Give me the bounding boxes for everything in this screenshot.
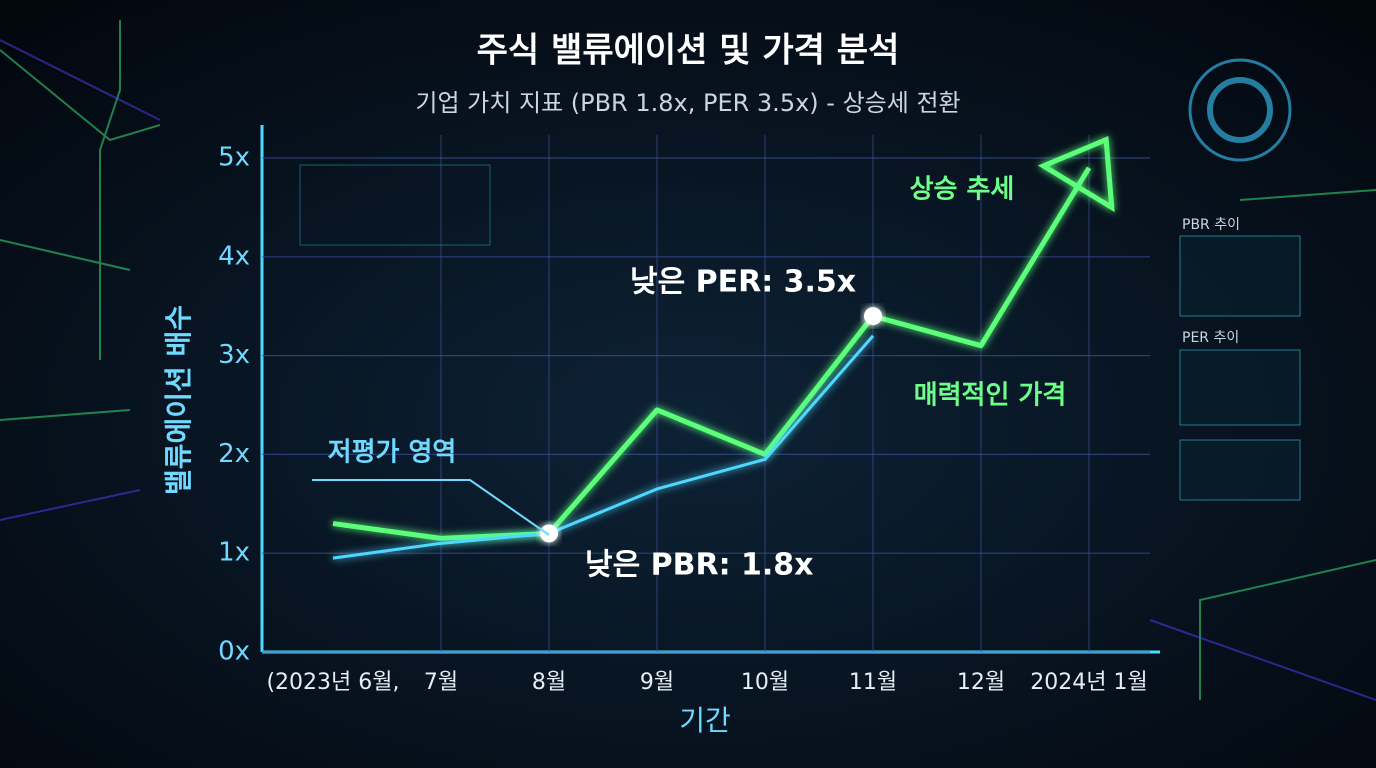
y-axis-label: 밸류에이션 배수 [162, 305, 195, 495]
chart-title: 주식 밸류에이션 및 가격 분석 [477, 31, 900, 71]
x-axis-label: 기간 [679, 704, 731, 737]
annotation: 낮은 PBR: 1.8x [585, 548, 814, 583]
decor-lines-violet [0, 39, 1376, 701]
y-tick-label: 0x [218, 637, 250, 667]
annotation: 상승 추세 [910, 175, 1015, 205]
highlight-point [864, 307, 882, 326]
highlight-point [540, 524, 558, 543]
inset-panel [1179, 349, 1301, 426]
x-tick-label: 9월 [640, 670, 674, 695]
x-tick-label: (2023년 6월, [266, 670, 399, 695]
y-tick-label: 1x [218, 538, 250, 568]
inset-title: PER 추이 [1182, 330, 1239, 346]
x-tick-label: 7월 [424, 670, 458, 695]
annotation-leader [312, 479, 550, 536]
y-tick-label: 5x [218, 143, 250, 173]
decor-panel [299, 164, 491, 246]
series-line [332, 166, 1092, 541]
y-tick-label: 3x [218, 340, 250, 370]
chart-subtitle: 기업 가치 지표 (PBR 1.8x, PER 3.5x) - 상승세 전환 [415, 89, 960, 117]
y-tick-label: 4x [218, 241, 250, 271]
annotation: 낮은 PER: 3.5x [630, 265, 856, 300]
x-tick-label: 10월 [741, 670, 789, 695]
inset-panel [1179, 235, 1301, 317]
inset-panel [1179, 439, 1301, 501]
inset-title: PBR 추이 [1182, 217, 1240, 233]
x-tick-label: 8월 [532, 670, 566, 695]
annotation: 저평가 영역 [328, 438, 457, 468]
x-tick-label: 2024년 1월 [1030, 670, 1147, 695]
trend-arrowhead [1037, 136, 1115, 213]
decor-dial [1188, 58, 1292, 162]
x-tick-label: 12월 [957, 670, 1005, 695]
y-tick-label: 2x [218, 439, 250, 469]
x-tick-label: 11월 [849, 670, 897, 695]
series-line [332, 334, 875, 560]
annotation: 매력적인 가격 [914, 381, 1067, 411]
decor-lines [0, 20, 1376, 700]
